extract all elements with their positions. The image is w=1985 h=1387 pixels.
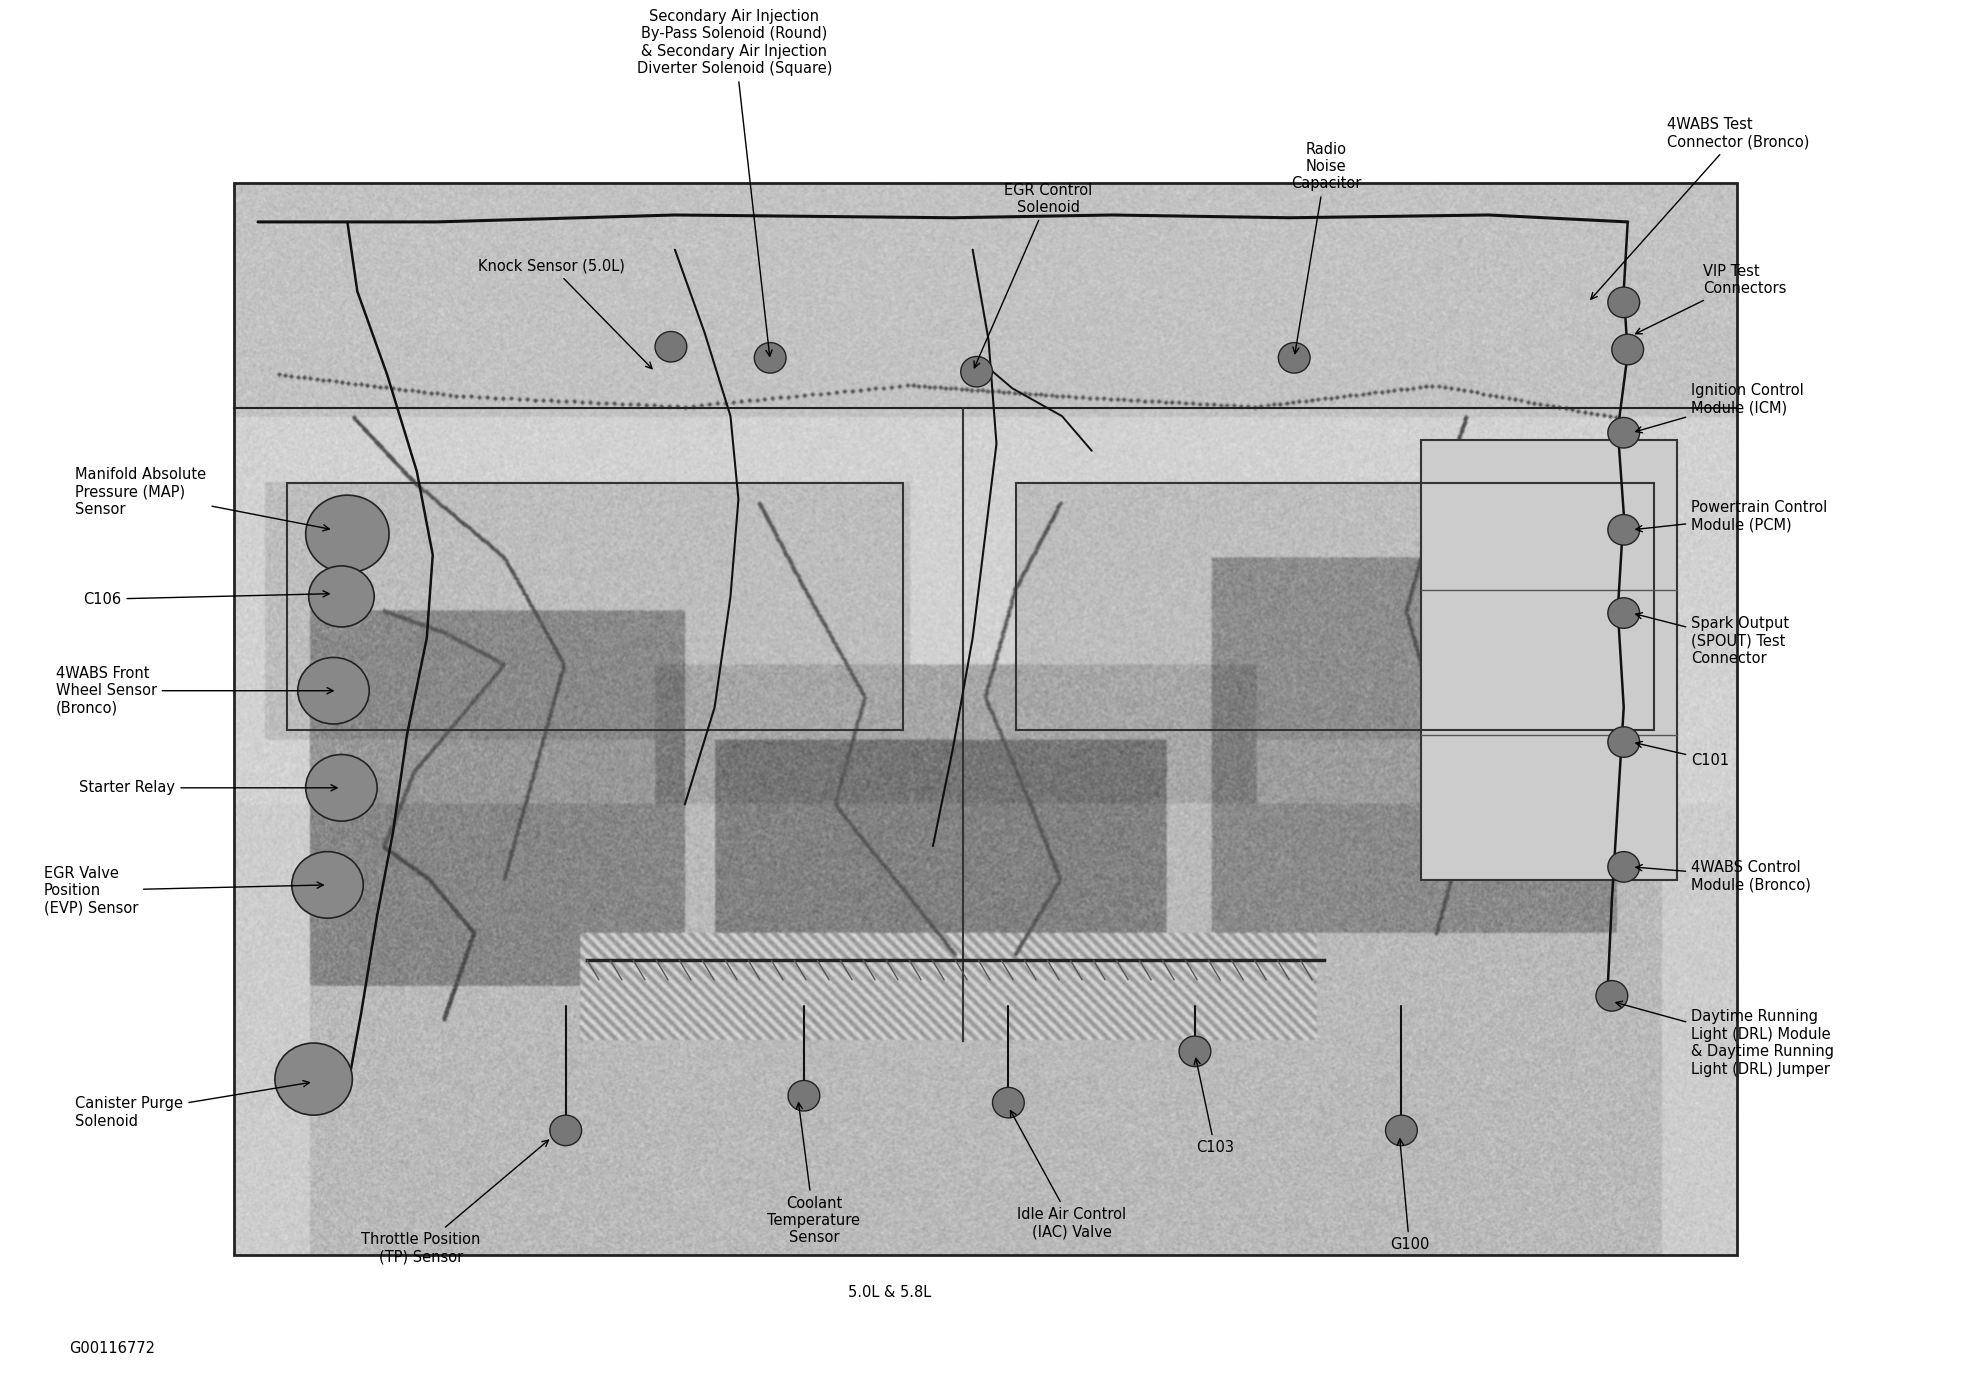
Text: C103: C103 — [1195, 1058, 1235, 1155]
Ellipse shape — [1608, 852, 1640, 882]
Text: EGR Control
Solenoid: EGR Control Solenoid — [975, 183, 1092, 368]
Text: Canister Purge
Solenoid: Canister Purge Solenoid — [75, 1080, 310, 1129]
Text: 5.0L & 5.8L: 5.0L & 5.8L — [848, 1286, 931, 1300]
Bar — [1421, 441, 1677, 879]
Bar — [1016, 483, 1654, 730]
Text: Throttle Position
(TP) Sensor: Throttle Position (TP) Sensor — [361, 1140, 548, 1264]
Text: Coolant
Temperature
Sensor: Coolant Temperature Sensor — [768, 1103, 860, 1246]
Ellipse shape — [1179, 1036, 1211, 1067]
Text: Starter Relay: Starter Relay — [79, 781, 337, 795]
Ellipse shape — [992, 1087, 1024, 1118]
Text: VIP Test
Connectors: VIP Test Connectors — [1636, 264, 1786, 334]
Ellipse shape — [655, 331, 687, 362]
Text: Spark Output
(SPOUT) Test
Connector: Spark Output (SPOUT) Test Connector — [1636, 613, 1788, 666]
Ellipse shape — [298, 657, 369, 724]
Text: G100: G100 — [1390, 1139, 1429, 1252]
Text: 4WABS Control
Module (Bronco): 4WABS Control Module (Bronco) — [1636, 860, 1810, 893]
Ellipse shape — [961, 356, 992, 387]
Bar — [234, 183, 1737, 1255]
Ellipse shape — [310, 566, 375, 627]
Text: Ignition Control
Module (ICM): Ignition Control Module (ICM) — [1636, 383, 1804, 433]
Ellipse shape — [1608, 515, 1640, 545]
Ellipse shape — [276, 1043, 353, 1115]
Text: EGR Valve
Position
(EVP) Sensor: EGR Valve Position (EVP) Sensor — [44, 865, 324, 915]
Ellipse shape — [1612, 334, 1644, 365]
Ellipse shape — [1386, 1115, 1417, 1146]
Ellipse shape — [788, 1080, 820, 1111]
Text: Manifold Absolute
Pressure (MAP)
Sensor: Manifold Absolute Pressure (MAP) Sensor — [75, 467, 330, 531]
Ellipse shape — [1608, 727, 1640, 757]
Text: Secondary Air Injection
By-Pass Solenoid (Round)
& Secondary Air Injection
Diver: Secondary Air Injection By-Pass Solenoid… — [637, 10, 832, 356]
Ellipse shape — [306, 755, 377, 821]
Text: C101: C101 — [1636, 742, 1729, 767]
Text: Radio
Noise
Capacitor: Radio Noise Capacitor — [1290, 141, 1362, 354]
Text: G00116772: G00116772 — [69, 1341, 155, 1355]
Bar — [286, 483, 903, 730]
Text: Knock Sensor (5.0L): Knock Sensor (5.0L) — [478, 259, 651, 369]
Ellipse shape — [292, 852, 363, 918]
Ellipse shape — [1608, 598, 1640, 628]
Ellipse shape — [1278, 343, 1310, 373]
Ellipse shape — [1596, 981, 1628, 1011]
Ellipse shape — [754, 343, 786, 373]
Text: C106: C106 — [83, 591, 330, 606]
Text: Idle Air Control
(IAC) Valve: Idle Air Control (IAC) Valve — [1010, 1111, 1125, 1239]
Text: 4WABS Front
Wheel Sensor
(Bronco): 4WABS Front Wheel Sensor (Bronco) — [56, 666, 333, 716]
Text: 4WABS Test
Connector (Bronco): 4WABS Test Connector (Bronco) — [1590, 118, 1810, 300]
Text: Powertrain Control
Module (PCM): Powertrain Control Module (PCM) — [1636, 499, 1828, 533]
Ellipse shape — [1608, 287, 1640, 318]
Text: Daytime Running
Light (DRL) Module
& Daytime Running
Light (DRL) Jumper: Daytime Running Light (DRL) Module & Day… — [1616, 1001, 1834, 1076]
Ellipse shape — [306, 495, 389, 573]
Ellipse shape — [550, 1115, 582, 1146]
Ellipse shape — [1608, 417, 1640, 448]
